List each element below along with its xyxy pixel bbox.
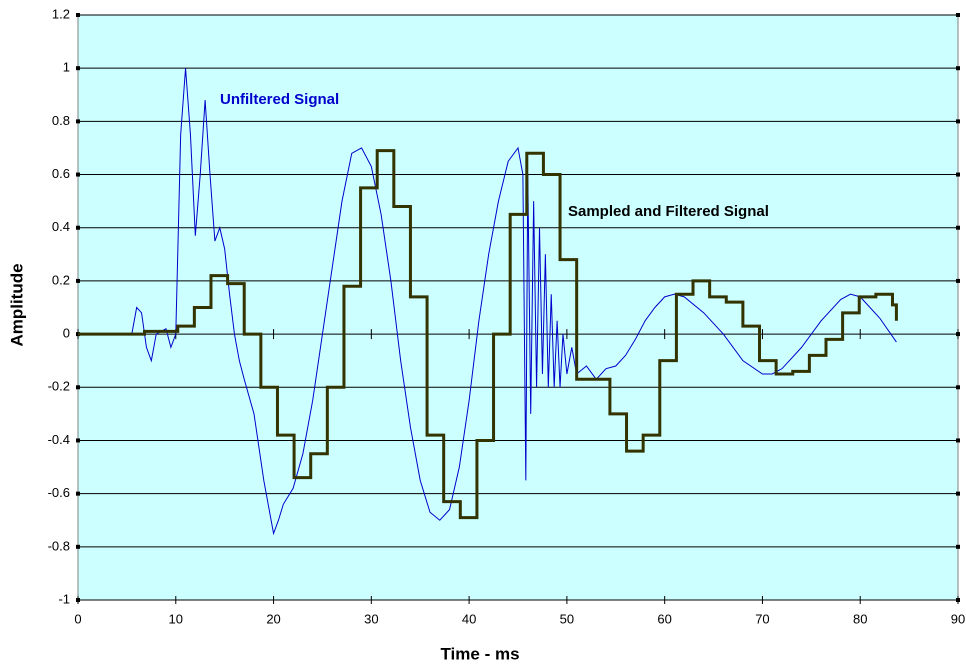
y-tick [76,66,80,71]
x-tick-label: 70 [755,611,769,626]
x-tick-label: 0 [74,611,81,626]
series-line [78,149,898,520]
y-tick-label: 0.4 [52,219,70,234]
y-tick-label: -0.2 [48,379,70,394]
x-tick-label: 80 [853,611,867,626]
y-tick-label: 1.2 [52,6,70,21]
y-tick [76,13,80,17]
y-tick [76,119,80,124]
y-tick [76,278,80,283]
y-tick [956,13,960,17]
x-axis-label: Time - ms [440,644,519,663]
y-tick [956,544,960,549]
series-line [78,68,897,536]
y-axis-label: Amplitude [7,263,26,346]
y-tick-label: -0.6 [48,485,70,500]
y-tick [956,119,960,124]
y-tick [76,385,80,390]
y-tick [76,172,80,177]
y-tick [956,491,960,496]
y-tick [956,225,960,230]
x-tick-label: 20 [266,611,280,626]
y-tick-label: 0 [63,326,70,341]
y-tick-label: -0.8 [48,538,70,553]
y-tick-label: 0.8 [52,113,70,128]
series-annotation: Unfiltered Signal [220,91,339,108]
y-tick [76,491,80,496]
y-tick [76,438,80,443]
y-tick [956,385,960,390]
x-tick-label: 10 [169,611,183,626]
x-tick-label: 90 [951,611,965,626]
x-tick-label: 30 [364,611,378,626]
y-tick [76,225,80,230]
y-tick-label: -0.4 [48,432,70,447]
plot-area [77,14,959,601]
y-tick [956,278,960,283]
y-tick-label: 1 [63,60,70,75]
series-annotation: Sampled and Filtered Signal [568,203,769,220]
y-tick-label: 0.2 [52,272,70,287]
y-tick [76,544,80,549]
x-tick-label: 40 [462,611,476,626]
y-tick [956,438,960,443]
y-tick [956,172,960,177]
y-tick [956,66,960,71]
x-tick-label: 60 [657,611,671,626]
x-tick-label: 50 [560,611,574,626]
y-tick-label: 0.6 [52,166,70,181]
y-tick-label: -1 [58,591,70,606]
